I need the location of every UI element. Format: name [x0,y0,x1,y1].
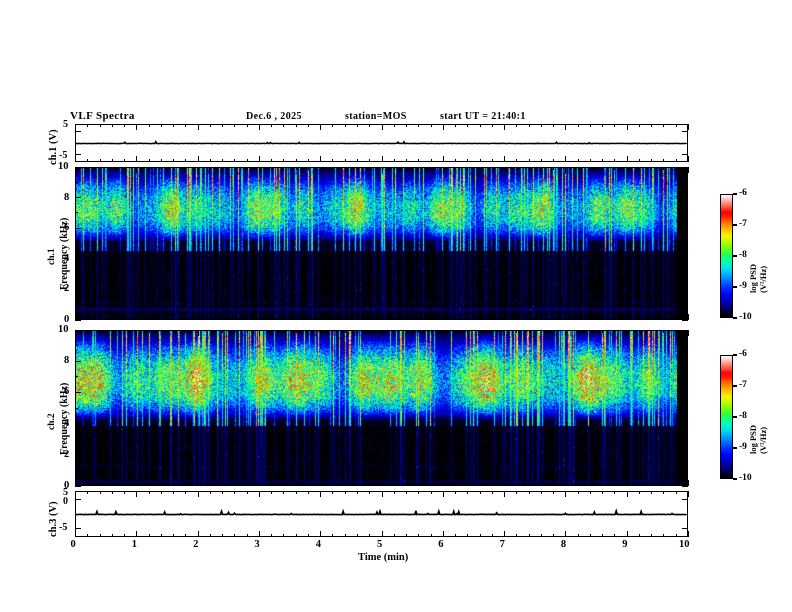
colorbar-ch1-tick [733,286,737,288]
ch1-spec-ytick-10: 10 [58,161,69,172]
ch3-waveform-ylabel: ch.3 (V) [48,501,59,537]
ch2-spec-ytick-8: 8 [64,355,70,367]
colorbar-ch1-label--9: -9 [739,281,747,291]
ch2-spec-ylabel-line2: Frequency (kHz) [59,382,70,455]
ch2-spectrogram-panel [75,330,688,486]
plot-station: station=MOS [345,111,407,122]
colorbar-ch2-tick [733,385,737,387]
ch1-waveform-panel [75,124,688,162]
xtick-label-4: 4 [315,539,321,550]
colorbar-ch1-tick [733,255,737,257]
xtick-label-6: 6 [438,539,444,550]
axis-tick [688,330,689,336]
ch1-spec-ytick-8: 8 [64,191,70,203]
colorbar-ch2-tick [733,354,737,356]
colorbar-ch1-title: log PSD (V²/Hz) [748,263,768,293]
colorbar-ch2-tick [733,416,737,418]
xaxis-label: Time (min) [358,552,409,563]
colorbar-ch2-tick [733,478,737,480]
axis-tick [688,314,689,320]
ch2-spectrogram-image [76,331,687,485]
ch3-waveform-trace [76,508,687,517]
colorbar-ch2-label--10: -10 [739,473,752,483]
xtick-label-5: 5 [377,539,383,550]
ch3-ytick-neg5: -5 [59,522,68,533]
ch1-spectrogram-panel [75,167,688,320]
ch1-waveform-trace [76,140,687,145]
axis-tick [688,491,689,497]
axis-tick [688,167,689,173]
xtick-label-10: 10 [679,539,690,550]
ch1-spec-ytick-0: 0 [64,314,70,325]
xtick-label-8: 8 [560,539,567,550]
plot-date: Dec.6 , 2025 [246,111,302,122]
ch2-spec-ylabel-line1: ch.2 [47,413,57,430]
xtick-label-0: 0 [70,539,76,550]
ch1-waveform-ylabel: ch.1 (V) [48,129,59,165]
colorbar-ch1-tick [733,193,737,195]
xtick-label-9: 9 [622,539,628,550]
colorbar-ch2 [720,355,733,479]
colorbar-ch1 [720,194,733,318]
ch1-spectrogram-image [76,168,687,319]
colorbar-ch1-label--10: -10 [739,312,752,322]
axis-tick [688,480,689,486]
axis-tick [688,531,689,537]
ch1-spec-ylabel-line2: Frequency (kHz) [59,217,70,290]
ch1-spec-ylabel-line1: ch.1 [47,248,57,265]
ch3-ytick-5: 5 [63,487,68,498]
xtick-label-3: 3 [254,539,260,550]
ch1-ytick-5: 5 [63,119,68,130]
colorbar-ch2-label--7: -7 [739,380,747,390]
plot-title: VLF Spectra [70,110,135,122]
colorbar-ch2-title: log PSD (V²/Hz) [748,424,768,454]
ch1-ytick-neg5: -5 [59,150,68,161]
colorbar-ch2-label--6: -6 [739,349,747,359]
colorbar-ch1-tick [733,224,737,226]
colorbar-ch1-tick [733,317,737,319]
colorbar-ch2-tick [733,447,737,449]
xtick-label-2: 2 [193,539,199,550]
colorbar-ch2-label--8: -8 [739,411,747,421]
xtick-label-1: 1 [131,539,138,550]
ch2-spec-ytick-10: 10 [58,324,69,335]
ch3-ytick-0: 0 [63,496,68,507]
plot-start-time: start UT = 21:40:1 [440,111,526,122]
ch3-waveform-panel [75,491,688,537]
axis-tick [688,156,689,162]
axis-tick [688,124,689,130]
colorbar-ch1-label--7: -7 [739,219,747,229]
colorbar-ch1-label--6: -6 [739,188,747,198]
colorbar-ch1-label--8: -8 [739,250,747,260]
colorbar-ch2-label--9: -9 [739,442,747,452]
xtick-label-7: 7 [499,539,505,550]
